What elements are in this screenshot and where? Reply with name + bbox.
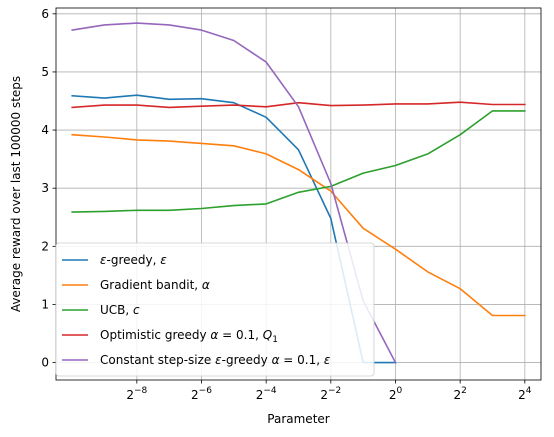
x-tick-label: 20: [389, 386, 403, 402]
x-tick-base: 2: [126, 388, 134, 402]
x-tick-label: 2−4: [256, 386, 277, 402]
legend-text-part: Gradient bandit,: [100, 278, 202, 292]
x-tick-label: 2−6: [191, 386, 212, 402]
legend-text-part: -greedy: [222, 353, 272, 367]
x-tick-base: 2: [256, 388, 264, 402]
y-tick-label: 1: [41, 297, 49, 311]
y-axis-ticks: 0 1 2 3 4 5 6: [41, 7, 56, 370]
legend-text-part: Constant step-size: [100, 353, 215, 367]
legend-text-part: -greedy,: [107, 253, 161, 267]
x-tick-label: 2−8: [126, 386, 147, 402]
legend-text-part: ε: [100, 253, 107, 267]
legend-entry: UCB, c: [100, 303, 140, 317]
legend-text-part: α: [210, 328, 218, 342]
legend-text-part: α: [202, 278, 210, 292]
x-tick-exponent: 4: [526, 386, 532, 396]
legend-text-part: ε: [215, 353, 222, 367]
x-tick-label: 22: [453, 386, 466, 402]
legend-entry: Gradient bandit, α: [100, 278, 210, 292]
legend-entry: Optimistic greedy α = 0.1, Q1: [100, 328, 278, 345]
legend-text-part: α: [272, 353, 280, 367]
legend-text-part: = 0.1,: [279, 353, 323, 367]
y-tick-label: 2: [41, 239, 49, 253]
legend-text-part: Optimistic greedy: [100, 328, 210, 342]
legend-text-part: ε: [160, 253, 167, 267]
legend-text-part: 1: [272, 335, 278, 345]
x-tick-exponent: −8: [134, 386, 148, 396]
y-tick-label: 3: [41, 181, 49, 195]
legend-text-part: Q: [263, 328, 272, 342]
series-line-5: [71, 22, 397, 364]
series-line-2: [71, 133, 526, 317]
x-axis-label: Parameter: [267, 412, 329, 426]
x-tick-exponent: 0: [396, 386, 402, 396]
legend-entry: ε-greedy, ε: [100, 253, 167, 267]
x-tick-exponent: −2: [328, 386, 341, 396]
x-tick-base: 2: [453, 388, 461, 402]
x-axis-ticks: 2−8 2−6 2−4 2−2 20 22 24: [126, 380, 532, 402]
series-line-4: [71, 101, 526, 109]
grid: [56, 8, 541, 380]
legend-text-part: = 0.1,: [218, 328, 262, 342]
legend-text-part: ε: [324, 353, 331, 367]
legend-entry: Constant step-size ε-greedy α = 0.1, ε: [100, 353, 331, 367]
y-tick-label: 0: [41, 356, 49, 370]
x-tick-base: 2: [389, 388, 397, 402]
x-tick-label: 24: [518, 386, 532, 402]
y-axis-label: Average reward over last 100000 steps: [9, 76, 23, 312]
series-line-3: [71, 110, 526, 213]
x-tick-exponent: 2: [461, 386, 467, 396]
x-tick-base: 2: [320, 388, 328, 402]
plot-frame: [55, 7, 542, 381]
legend-text-part: c: [133, 303, 140, 317]
y-tick-label: 5: [41, 65, 49, 79]
y-tick-label: 4: [41, 123, 49, 137]
y-tick-label: 6: [41, 7, 49, 21]
legend-text-part: UCB,: [100, 303, 133, 317]
x-tick-exponent: −4: [263, 386, 277, 396]
legend-box: [55, 242, 375, 377]
x-tick-label: 2−2: [320, 386, 341, 402]
x-tick-exponent: −6: [199, 386, 213, 396]
x-tick-base: 2: [518, 388, 526, 402]
x-tick-base: 2: [191, 388, 199, 402]
